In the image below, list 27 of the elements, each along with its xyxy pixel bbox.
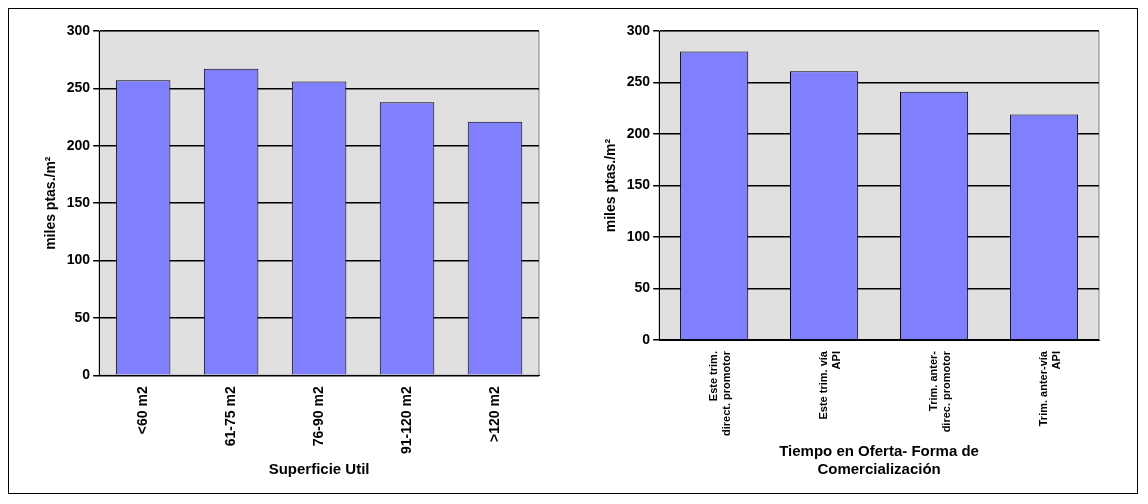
x-tick-label: Trim. anter-vía API [1037, 350, 1063, 427]
y-tick-label: 250 [66, 79, 91, 96]
x-tick-label: Trim. anter- direc. promotor [927, 350, 953, 433]
y-tick-label: 300 [66, 21, 91, 38]
y-tick-label: 50 [74, 308, 91, 325]
x-axis-title: Superficie Util [268, 460, 370, 478]
y-tick-label: 300 [626, 21, 651, 38]
x-tick-label: 91-120 m2 [397, 386, 414, 454]
y-axis-title: miles ptas./m² [42, 156, 59, 250]
y-tick-label: 200 [66, 136, 91, 153]
y-axis-title: miles ptas./m² [602, 138, 619, 233]
x-tick-label: Este trim. vía API [817, 350, 843, 420]
y-tick-label: 250 [626, 73, 651, 90]
x-tick-label: <60 m2 [134, 386, 150, 435]
y-tick-label: 0 [82, 366, 91, 383]
x-tick-label: 76-90 m2 [309, 386, 326, 447]
x-tick-label: 61-75 m2 [221, 386, 238, 447]
y-tick-label: 100 [626, 227, 651, 244]
y-tick-label: 50 [634, 279, 651, 296]
x-tick-label: >120 m2 [485, 386, 502, 442]
x-tick-label: Este trim. direct. promotor [707, 350, 733, 436]
y-tick-label: 0 [642, 330, 651, 347]
y-tick-label: 200 [626, 124, 651, 141]
x-axis-title: Tiempo en Oferta- Forma de Comercialización [779, 442, 979, 478]
y-tick-label: 150 [626, 176, 651, 193]
y-tick-label: 150 [66, 194, 91, 210]
y-tick-label: 100 [66, 251, 91, 268]
